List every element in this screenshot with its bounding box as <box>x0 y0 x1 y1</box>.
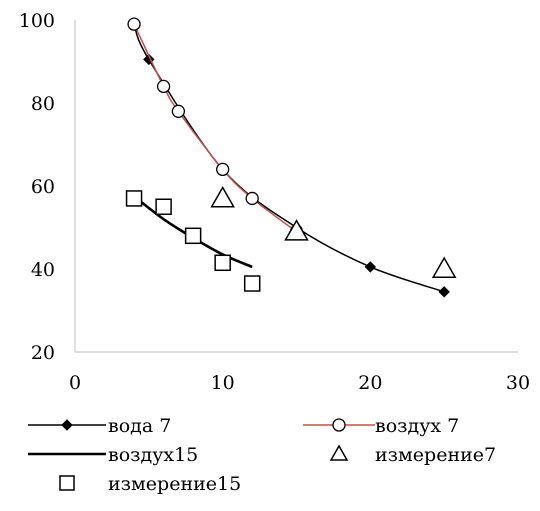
x-tick-label: 10 <box>211 372 235 394</box>
legend-label: воздух 7 <box>375 415 459 437</box>
legend-label: воздух15 <box>108 444 198 466</box>
data-point <box>125 190 143 207</box>
series-3 <box>210 185 457 278</box>
series-0 <box>128 18 450 298</box>
data-point <box>284 219 309 241</box>
data-point <box>127 17 141 31</box>
legend-item: воздух15 <box>28 444 198 466</box>
data-point <box>214 254 231 272</box>
x-tick-label: 0 <box>69 372 81 394</box>
data-point <box>171 104 186 118</box>
y-tick-label: 100 <box>19 10 55 32</box>
plot-area <box>125 17 457 298</box>
data-point <box>438 286 450 298</box>
legend-marker <box>329 444 349 461</box>
axes: 20 40 60 80 100 0 10 20 30 <box>19 10 530 394</box>
data-point <box>245 191 259 206</box>
y-tick-label: 60 <box>31 176 55 198</box>
legend: вода 7 воздух 7 воздух15 измерение7 измерени… <box>28 415 496 495</box>
legend-item: измерение7 <box>329 444 496 466</box>
x-tick-label: 30 <box>506 372 530 394</box>
legend-item: вода 7 <box>28 415 171 437</box>
legend-label: вода 7 <box>108 415 171 437</box>
y-tick-label: 80 <box>31 93 55 115</box>
legend-item: воздух 7 <box>303 415 459 437</box>
data-point <box>184 227 202 245</box>
y-tick-label: 20 <box>31 342 55 364</box>
legend-marker <box>59 475 75 491</box>
legend-label: измерение7 <box>375 444 496 466</box>
x-tick-label: 20 <box>358 372 382 394</box>
legend-label: измерение15 <box>108 473 241 495</box>
series-4 <box>125 190 261 292</box>
legend-item: измерение15 <box>59 473 241 495</box>
data-point <box>216 162 230 177</box>
data-point <box>143 53 155 66</box>
data-point <box>210 185 235 208</box>
data-point <box>431 256 457 278</box>
series-line <box>133 23 445 293</box>
data-point <box>364 261 377 273</box>
data-point <box>155 198 172 215</box>
y-tick-label: 40 <box>31 259 55 281</box>
legend-marker <box>61 419 73 431</box>
legend-marker <box>332 418 346 432</box>
data-point <box>243 275 261 292</box>
data-point <box>156 79 171 94</box>
